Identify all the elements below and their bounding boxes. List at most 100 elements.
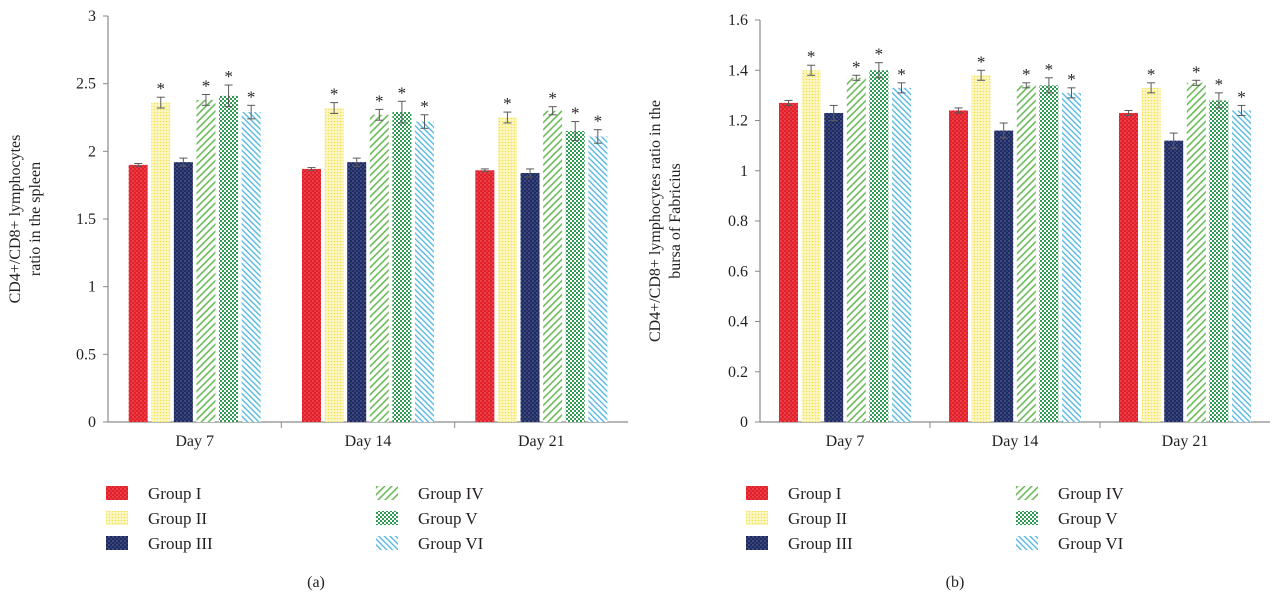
y-tick-label: 0 bbox=[740, 414, 748, 431]
legend-label: Group I bbox=[788, 484, 842, 503]
legend-swatch bbox=[1016, 486, 1038, 500]
y-tick-label: 1.4 bbox=[728, 62, 748, 79]
error-bar bbox=[420, 114, 429, 129]
error-bar bbox=[134, 163, 143, 167]
bar bbox=[392, 112, 412, 422]
panel-label-b: (b) bbox=[945, 574, 965, 591]
error-bar bbox=[593, 129, 602, 144]
significance-marker: * bbox=[1215, 75, 1224, 94]
legend-label: Group III bbox=[148, 534, 213, 553]
significance-marker: * bbox=[224, 67, 233, 86]
significance-marker: * bbox=[594, 112, 603, 131]
bar bbox=[347, 162, 367, 422]
significance-marker: * bbox=[420, 97, 429, 116]
error-bar bbox=[1214, 92, 1223, 109]
error-bar bbox=[1124, 109, 1133, 116]
bar bbox=[1232, 110, 1251, 422]
error-bar bbox=[1237, 104, 1246, 116]
y-tick-label: 0.6 bbox=[728, 263, 748, 280]
x-tick-label: Day 21 bbox=[518, 433, 565, 450]
bar bbox=[1039, 85, 1059, 422]
legend-label: Group I bbox=[148, 484, 202, 503]
legend-label: Group IV bbox=[418, 484, 484, 503]
error-bar bbox=[874, 62, 883, 79]
error-bar bbox=[1147, 82, 1156, 94]
bar bbox=[497, 117, 517, 422]
legend-swatch bbox=[106, 536, 128, 550]
error-bar bbox=[1067, 87, 1076, 99]
error-bar bbox=[526, 168, 535, 178]
legend-swatch bbox=[746, 486, 768, 500]
error-bar bbox=[784, 99, 793, 106]
bar bbox=[846, 77, 866, 422]
x-tick-label: Day 7 bbox=[826, 433, 865, 450]
legend-label: Group V bbox=[1058, 509, 1118, 528]
significance-marker: * bbox=[1147, 65, 1156, 84]
y-tick-label: 1 bbox=[88, 279, 96, 296]
legend-label: Group V bbox=[418, 509, 478, 528]
error-bar bbox=[224, 84, 233, 108]
error-bar bbox=[352, 157, 361, 167]
y-tick-label: 3 bbox=[88, 8, 96, 25]
bar bbox=[892, 87, 911, 423]
bar bbox=[779, 102, 798, 422]
error-bar bbox=[999, 122, 1008, 139]
x-tick-label: Day 14 bbox=[992, 433, 1039, 450]
significance-marker: * bbox=[875, 45, 884, 64]
error-bar bbox=[852, 74, 861, 81]
bar bbox=[1016, 85, 1036, 422]
error-bar bbox=[330, 102, 339, 114]
bar bbox=[565, 131, 585, 423]
significance-marker: * bbox=[571, 104, 580, 123]
legend-label: Group II bbox=[788, 509, 847, 528]
bar bbox=[543, 110, 563, 422]
x-tick-label: Day 21 bbox=[1162, 433, 1209, 450]
legend-swatch bbox=[746, 536, 768, 550]
bar bbox=[824, 112, 844, 423]
bar bbox=[324, 108, 344, 422]
bar bbox=[369, 114, 389, 422]
error-bar bbox=[829, 104, 838, 121]
significance-marker: * bbox=[807, 47, 816, 66]
error-bar bbox=[1044, 77, 1053, 94]
legend-label: Group VI bbox=[418, 534, 484, 553]
significance-marker: * bbox=[1022, 65, 1031, 84]
bar bbox=[128, 164, 148, 422]
y-axis-label: CD4+/CD8+ lymphocytes bbox=[7, 135, 24, 304]
error-bar bbox=[807, 64, 816, 76]
error-bar bbox=[397, 100, 406, 124]
error-bar bbox=[307, 167, 316, 171]
significance-marker: * bbox=[330, 85, 339, 104]
significance-marker: * bbox=[375, 91, 384, 110]
y-tick-label: 2 bbox=[88, 143, 96, 160]
bar bbox=[1164, 140, 1184, 422]
bar bbox=[1062, 92, 1081, 423]
significance-marker: * bbox=[247, 87, 256, 106]
bar bbox=[241, 112, 261, 422]
significance-marker: * bbox=[852, 57, 861, 76]
bar bbox=[520, 172, 540, 422]
legend-swatch bbox=[376, 511, 398, 525]
bar bbox=[151, 102, 171, 422]
bar bbox=[869, 70, 889, 422]
bar bbox=[1141, 87, 1161, 423]
legend-label: Group II bbox=[148, 509, 207, 528]
legend-swatch bbox=[106, 511, 128, 525]
bar bbox=[219, 95, 239, 422]
error-bar bbox=[1192, 79, 1201, 86]
significance-marker: * bbox=[503, 94, 512, 113]
y-tick-label: 1.6 bbox=[728, 12, 748, 29]
significance-marker: * bbox=[977, 52, 986, 71]
y-axis-label: ratio in the spleen bbox=[27, 162, 44, 276]
error-bar bbox=[156, 96, 165, 109]
legend-swatch bbox=[376, 486, 398, 500]
legend-label: Group III bbox=[788, 534, 853, 553]
bar bbox=[415, 121, 434, 422]
significance-marker: * bbox=[548, 89, 557, 108]
significance-marker: * bbox=[157, 79, 166, 98]
bar bbox=[475, 170, 495, 422]
error-bar bbox=[1169, 132, 1178, 149]
error-bar bbox=[954, 107, 963, 114]
significance-marker: * bbox=[1237, 87, 1246, 106]
y-tick-label: 1.5 bbox=[76, 211, 96, 228]
